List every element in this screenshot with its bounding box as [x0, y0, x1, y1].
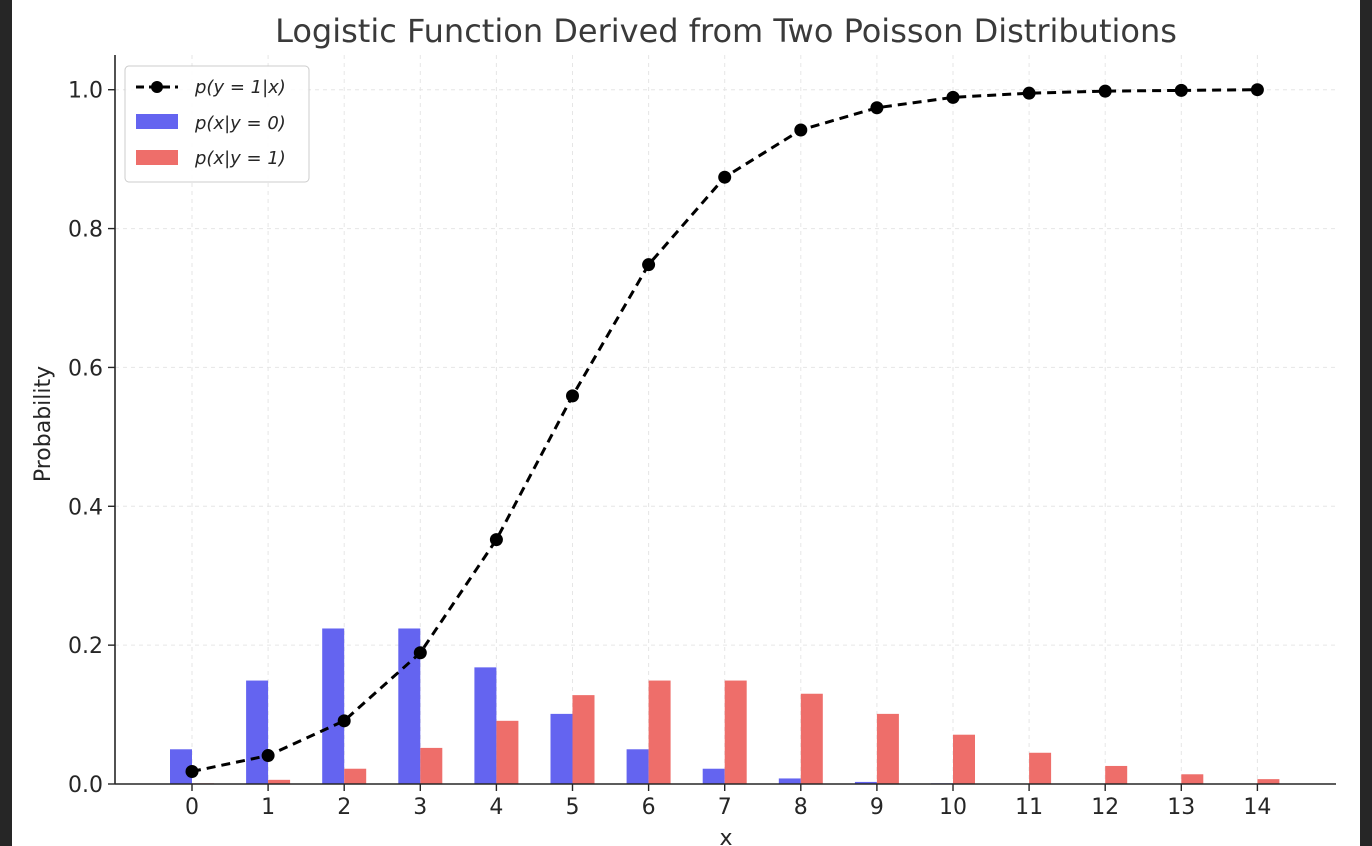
y-tick-label: 0.8: [68, 218, 103, 243]
x-tick-label: 1: [261, 795, 275, 820]
x-tick-label: 11: [1015, 795, 1043, 820]
logistic-point-x5: [566, 389, 579, 403]
bar-y0-x9: [854, 781, 877, 784]
bar-y1-x3: [420, 747, 443, 784]
bar-layer: [170, 628, 1280, 784]
bar-y1-x6: [648, 680, 671, 784]
bar-y0-x2: [322, 628, 345, 784]
legend-label-y0: p(x|y = 0): [194, 113, 286, 134]
x-tick-label: 10: [939, 795, 967, 820]
bar-y1-x4: [496, 720, 519, 784]
bar-y1-x13: [1181, 774, 1204, 784]
legend-swatch-y0: [136, 114, 178, 129]
bar-y1-x14: [1257, 779, 1280, 784]
logistic-point-x6: [642, 258, 656, 272]
x-tick-label: 9: [870, 795, 884, 820]
legend-marker-swatch: [151, 81, 163, 93]
y-tick-label: 0.2: [68, 634, 103, 659]
logistic-point-x11: [1022, 86, 1036, 100]
x-tick-label: 6: [642, 795, 656, 820]
bar-y1-x10: [953, 734, 975, 784]
logistic-point-x7: [718, 170, 732, 184]
logistic-point-x12: [1098, 84, 1112, 98]
chart-svg: 0.00.20.40.60.81.00 1 2 3 4 5 6 7 8 9 10 11 12 13 14 L…: [31, 12, 1336, 846]
chart-title: Logistic Function Derived from Two Poiss…: [275, 12, 1177, 50]
x-tick-label: 2: [337, 795, 351, 820]
bar-y1-x5: [572, 695, 595, 784]
bar-y0-x8: [778, 778, 801, 784]
bar-y0-x6: [626, 749, 649, 784]
y-tick-label: 0.0: [68, 773, 103, 798]
y-axis-label: Probability: [31, 366, 56, 482]
x-axis-label: x: [719, 826, 732, 846]
logistic-point-x14: [1250, 83, 1264, 97]
x-tick-label: 8: [794, 795, 808, 820]
line-layer: [185, 83, 1264, 779]
y-tick-label: 0.6: [68, 356, 103, 381]
bar-y0-x0: [170, 749, 192, 784]
axes-layer: [114, 55, 1336, 785]
bar-y1-x1: [268, 779, 291, 784]
x-tick-label: 7: [718, 795, 732, 820]
legend-label-y1: p(x|y = 1): [194, 148, 286, 169]
x-tick-label: 5: [566, 795, 580, 820]
logistic-point-x0: [185, 765, 199, 779]
logistic-point-x3: [413, 646, 427, 660]
logistic-point-x4: [489, 533, 503, 547]
bar-y1-x2: [344, 768, 367, 784]
legend: p(y = 1|x) p(x|y = 0) p(x|y = 1): [124, 65, 310, 183]
tick-layer: 0.00.20.40.60.81.00 1 2 3 4 5 6 7 8 9 10 11 12 13 14: [68, 79, 1271, 820]
bar-y0-x7: [702, 768, 725, 784]
logistic-point-x10: [946, 90, 960, 104]
bar-y0-x5: [550, 713, 573, 784]
chart-figure: 0.0 0.2 0.4 0.6 0.8 1.0 0 1 2 3 4 5 6 7 8 9 10 11 12 13 14 L…: [12, 0, 1360, 846]
y-tick-label: 1.0: [68, 79, 103, 104]
bar-y1-x11: [1029, 752, 1052, 784]
legend-swatch-y1: [136, 150, 178, 165]
logistic-point-x8: [794, 123, 808, 137]
x-tick-label: 0: [185, 795, 199, 820]
x-tick-label: 12: [1091, 795, 1119, 820]
bar-y1-x12: [1105, 765, 1128, 784]
logistic-point-x1: [261, 749, 275, 763]
logistic-point-x13: [1174, 83, 1188, 97]
x-tick-label: 3: [413, 795, 427, 820]
logistic-point-x2: [337, 714, 351, 728]
x-tick-label: 4: [489, 795, 503, 820]
y-tick-label: 0.4: [68, 495, 103, 520]
logistic-point-x9: [870, 101, 884, 115]
bar-y1-x9: [876, 713, 899, 784]
x-tick-label: 13: [1167, 795, 1195, 820]
bar-y1-x8: [800, 693, 823, 784]
legend-label-logistic: p(y = 1|x): [194, 77, 286, 98]
x-tick-label: 14: [1243, 795, 1271, 820]
bar-y0-x1: [246, 680, 269, 784]
bar-y0-x4: [474, 667, 497, 784]
bar-y1-x7: [724, 680, 747, 784]
